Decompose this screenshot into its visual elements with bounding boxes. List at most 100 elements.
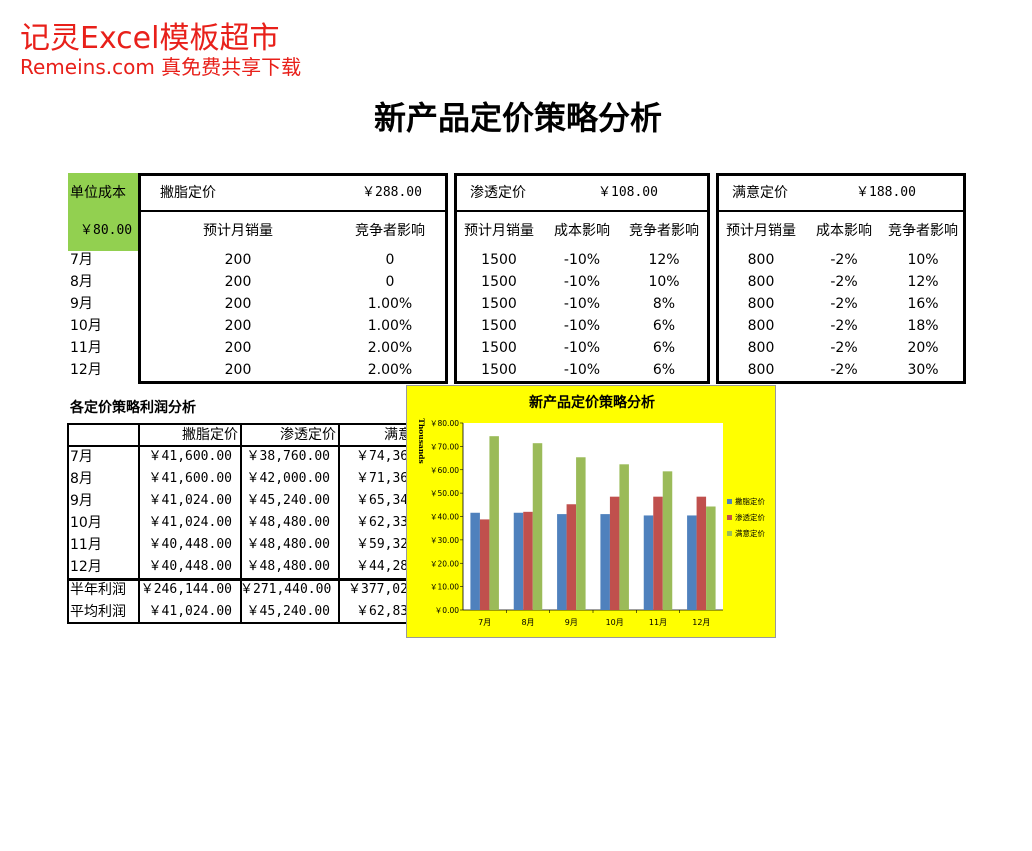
penetration-box [454,173,710,384]
legend-swatch [727,515,732,520]
profit-skimming-cell: ￥41,024.00 [148,493,232,508]
penetration-comp-cell: 12% [648,252,680,268]
profit-satisfaction-cell: ￥71,36 [356,471,406,486]
skimming-sales-cell: 200 [224,252,252,268]
penetration-divider [454,210,710,212]
penetration-sales-cell: 1500 [481,274,517,290]
satisfaction-sales-cell: 800 [747,340,775,356]
penetration-sales-cell: 1500 [481,362,517,378]
y-tick-label: ￥20.00 [430,559,459,568]
profit-satisfaction-cell: ￥59,32 [356,537,406,552]
satisfaction-box [716,173,966,384]
profit-avg-skimming: ￥41,024.00 [148,604,232,619]
skimming-sales-cell: 200 [224,340,252,356]
profit-title: 各定价策略利润分析 [70,400,196,416]
profit-avg-penetration: ￥45,240.00 [246,604,330,619]
profit-skimming-cell: ￥41,024.00 [148,515,232,530]
profit-penetration-cell: ￥48,480.00 [246,537,330,552]
legend-swatch [727,531,732,536]
profit-table [67,423,412,624]
profit-month-label: 8月 [70,471,93,487]
profit-penetration-cell: ￥42,000.00 [246,471,330,486]
profit-half-satisfaction: ￥377,02 [348,582,406,597]
profit-avg-label: 平均利润 [70,604,126,620]
x-tick-label: 10月 [606,618,624,627]
month-label: 7月 [70,252,93,268]
skimming-divider [138,210,448,212]
y-tick-label: ￥60.00 [430,466,459,475]
profit-satisfaction-cell: ￥62,33 [356,515,406,530]
profit-satisfaction-cell: ￥44,28 [356,559,406,574]
y-tick-label: ￥0.00 [435,606,459,615]
bar-2-12月 [696,496,707,610]
satisfaction-sales-cell: 800 [747,296,775,312]
profit-month-label: 10月 [70,515,102,531]
penetration-cost-cell: -10% [563,318,601,334]
x-tick-label: 12月 [692,618,710,627]
profit-skimming-cell: ￥40,448.00 [148,559,232,574]
legend-swatch [727,499,732,504]
y-axis-label: Thousands [417,418,426,464]
pricing-chart[interactable]: 新产品定价策略分析 ￥0.00 ￥10.00 ￥20.00 ￥30.00 ￥40.00 ￥5… [406,385,776,638]
penetration-comp-cell: 10% [648,274,680,290]
penetration-comp-cell: 6% [652,318,676,334]
bar-1-9月 [557,514,567,610]
month-label: 12月 [70,362,102,378]
legend-label: 撇脂定价 [735,496,765,506]
x-tick-label: 9月 [565,618,578,627]
skimming-price: ￥288.00 [362,185,422,200]
bar-1-7月 [470,512,480,610]
profit-penetration-cell: ￥45,240.00 [246,493,330,508]
satisfaction-col-cost: 成本影响 [816,223,872,239]
bar-3-9月 [576,457,586,610]
chart-svg: 新产品定价策略分析 ￥0.00 ￥10.00 ￥20.00 ￥30.00 ￥40.00 ￥5… [417,394,765,627]
month-label: 10月 [70,318,102,334]
bar-2-10月 [609,496,620,610]
penetration-cost-cell: -10% [563,296,601,312]
y-tick-label: ￥30.00 [430,536,459,545]
page-title: 新产品定价策略分析 [373,99,662,137]
satisfaction-sales-cell: 800 [747,362,775,378]
satisfaction-divider [716,210,966,212]
penetration-label: 渗透定价 [470,185,526,201]
month-label: 9月 [70,296,93,312]
watermark-subtitle: Remeins.com 真免费共享下载 [20,55,302,79]
profit-header-skimming: 撇脂定价 [182,427,238,443]
legend-label: 渗透定价 [735,512,765,522]
satisfaction-cost-cell: -2% [830,274,858,290]
month-label: 11月 [70,340,102,356]
skimming-comp-cell: 2.00% [367,362,413,378]
x-tick-label: 11月 [649,618,667,627]
bar-3-8月 [532,443,543,610]
penetration-comp-cell: 6% [652,362,676,378]
watermark-title: 记灵Excel模板超市 [20,21,280,56]
profit-skimming-cell: ￥41,600.00 [148,449,232,464]
bar-3-12月 [706,506,716,610]
penetration-sales-cell: 1500 [481,340,517,356]
satisfaction-price: ￥188.00 [856,185,916,200]
profit-avg-satisfaction: ￥62,83 [356,604,406,619]
profit-month-label: 9月 [70,493,93,509]
profit-col-divider-1 [138,423,140,624]
y-tick-label: ￥80.00 [430,419,459,428]
profit-satisfaction-cell: ￥65,34 [356,493,406,508]
skimming-sales-cell: 200 [224,318,252,334]
skimming-comp-cell: 1.00% [367,318,413,334]
profit-header-penetration: 渗透定价 [280,427,336,443]
penetration-comp-cell: 8% [652,296,676,312]
month-label: 8月 [70,274,93,290]
satisfaction-comp-cell: 30% [907,362,939,378]
skimming-comp-cell: 0 [385,274,395,290]
satisfaction-sales-cell: 800 [747,318,775,334]
bar-3-11月 [662,471,673,610]
unit-cost-value: ￥80.00 [80,223,133,238]
profit-penetration-cell: ￥48,480.00 [246,515,330,530]
satisfaction-col-sales: 预计月销量 [726,223,796,239]
satisfaction-col-comp: 竞争者影响 [888,223,958,239]
x-tick-label: 7月 [478,618,491,627]
satisfaction-cost-cell: -2% [830,362,858,378]
bar-1-8月 [513,512,524,610]
skimming-comp-cell: 1.00% [367,296,413,312]
bar-1-11月 [643,515,654,610]
profit-half-label: 半年利润 [70,582,126,598]
